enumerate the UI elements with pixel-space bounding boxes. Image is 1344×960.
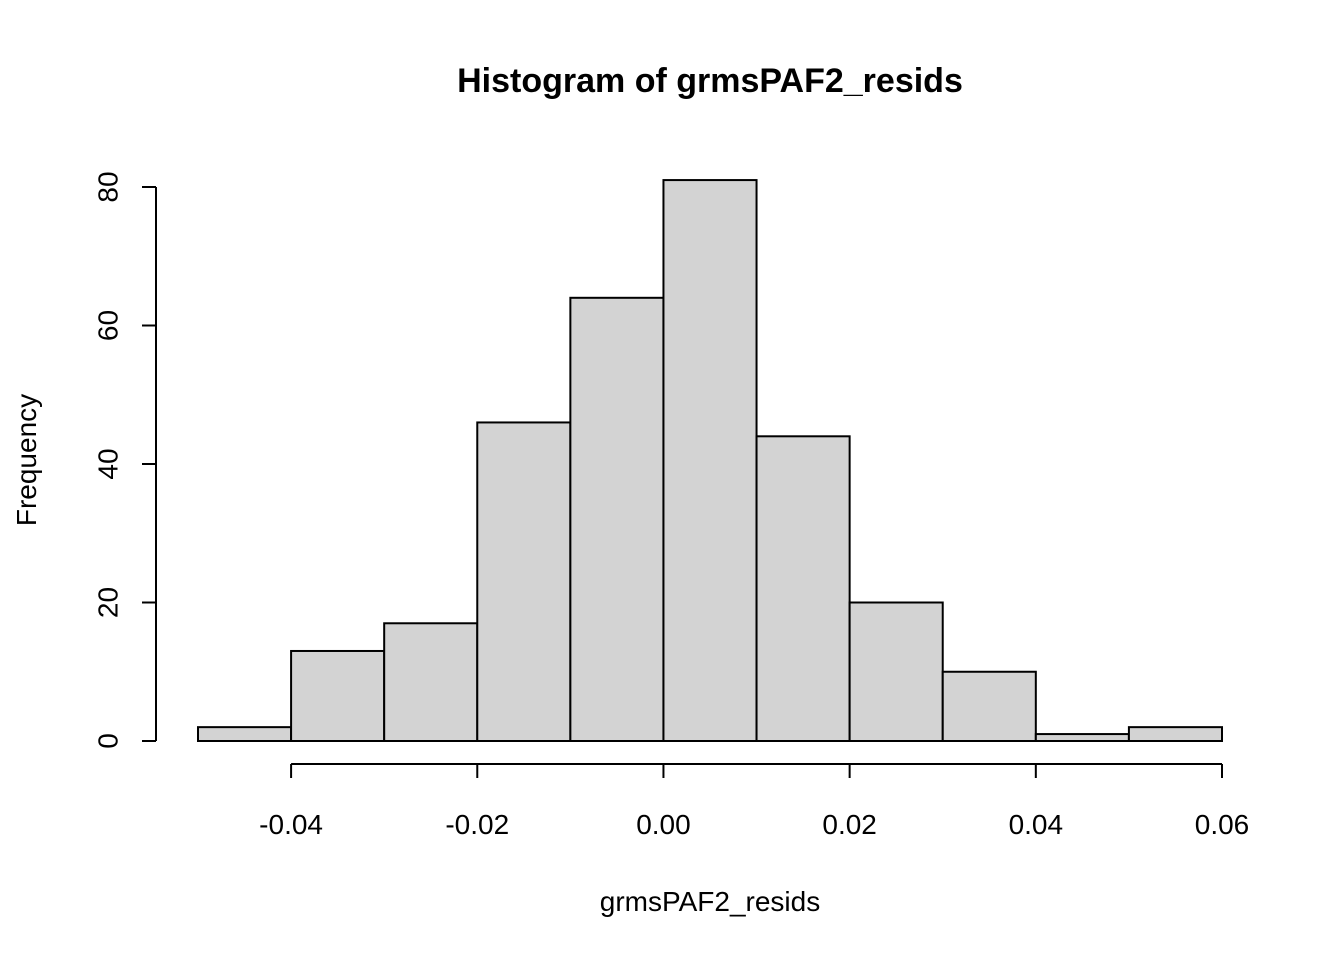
- x-tick-label: 0.00: [636, 809, 691, 840]
- x-tick-label: 0.02: [822, 809, 877, 840]
- x-tick-label: -0.02: [445, 809, 509, 840]
- y-tick-label: 80: [92, 171, 123, 202]
- histogram-bar: [290, 649, 386, 742]
- y-tick-label: 20: [92, 587, 123, 618]
- x-tick-label: 0.06: [1195, 809, 1250, 840]
- x-axis: -0.04 -0.02 0.00 0.02 0.04 0.06: [259, 763, 1250, 840]
- histogram-bar: [1034, 733, 1130, 743]
- histogram-bar: [569, 296, 665, 742]
- histogram-bar: [197, 726, 293, 743]
- x-tick-label: 0.04: [1009, 809, 1064, 840]
- histogram-bar: [1127, 726, 1223, 743]
- bars-group: [197, 179, 1223, 743]
- y-axis-label: Frequency: [11, 394, 42, 526]
- histogram-bar: [662, 179, 758, 742]
- histogram-bar: [941, 670, 1037, 742]
- chart-title: Histogram of grmsPAF2_resids: [457, 62, 963, 100]
- histogram-bar: [383, 622, 479, 743]
- y-tick-label: 0: [92, 733, 123, 749]
- y-tick-label: 60: [92, 310, 123, 341]
- x-axis-label: grmsPAF2_resids: [600, 886, 820, 917]
- histogram-bar: [476, 421, 572, 742]
- y-tick-label: 40: [92, 448, 123, 479]
- x-tick-label: -0.04: [259, 809, 323, 840]
- histogram-bar: [755, 435, 851, 742]
- y-axis: 0 20 40 60 80: [92, 171, 157, 749]
- histogram-bar: [848, 601, 944, 742]
